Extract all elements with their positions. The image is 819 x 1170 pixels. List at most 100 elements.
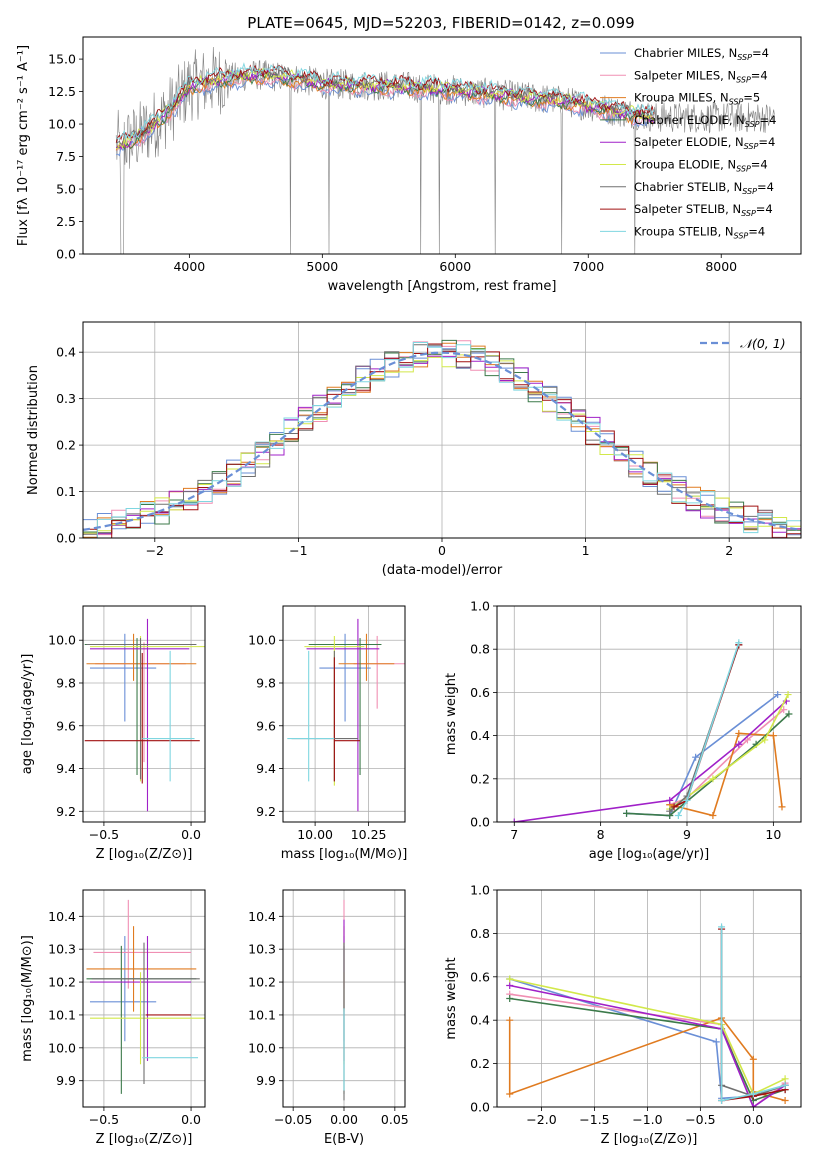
weight-vs-age-marker-0-2 xyxy=(692,753,700,761)
spectrum-xtick-label-3: 7000 xyxy=(572,259,604,274)
spectrum-model-salpeter-stelib xyxy=(115,64,655,143)
mass-vs-Z-ytick-label-2: 10.1 xyxy=(48,1007,76,1022)
weight-vs-age-xtick-label-3: 10 xyxy=(765,827,781,842)
weight-vs-age-marker-1-2 xyxy=(743,736,751,744)
weight-vs-Z-line-kroupa-elodie xyxy=(509,978,786,1096)
spectrum-legend-sub-2: SSP xyxy=(729,98,744,107)
weight-vs-age-marker-4-1 xyxy=(666,796,674,804)
mass-vs-EBV-xtick-label-1: 0.00 xyxy=(330,1112,358,1127)
age-vs-Z-xtick-label-0: −0.5 xyxy=(89,827,119,842)
residuals-xtick-label-1: −1 xyxy=(289,543,307,558)
spectrum-legend-nprefix-8: , N xyxy=(718,224,734,238)
weight-vs-Z-marker-4-2 xyxy=(749,1103,757,1107)
weight-vs-Z-plot-area xyxy=(506,923,789,1107)
spectrum-xlabel: wavelength [Angstrom, rest frame] xyxy=(328,279,557,294)
spectrum-legend-sub-6: SSP xyxy=(742,187,757,196)
spectrum-legend-sub-5: SSP xyxy=(736,165,751,174)
age-vs-Z-axes: −0.5 0.0 9.2 9.4 9.6 9.8 10.0 Z [log₁₀(Z/Z⊙)] ag… xyxy=(20,606,205,862)
spectrum-legend-entry-1: Salpeter MILES, NSSP=4 xyxy=(634,68,768,84)
spectrum-legend-nssp-2: =5 xyxy=(743,91,760,105)
spectrum-legend-name-6: Chabrier STELIB xyxy=(634,180,726,194)
mass-vs-EBV-xtick-label-2: 0.05 xyxy=(381,1112,409,1127)
weight-vs-Z-marker-2-5 xyxy=(781,1096,789,1104)
mass-vs-Z-ytick-label-0: 9.9 xyxy=(56,1073,76,1088)
mass-vs-Z-point-chabrier-miles xyxy=(89,936,157,1042)
spectrum-model-kroupa-stelib xyxy=(115,62,655,140)
age-vs-mass-xtick-label-1: 10.25 xyxy=(351,827,387,842)
age-vs-Z-xtick-label-1: 0.0 xyxy=(181,827,201,842)
spectrum-legend-nprefix-6: , N xyxy=(726,180,742,194)
age-vs-Z-point-kroupa-stelib xyxy=(142,650,195,782)
weight-vs-Z-marker-2-1 xyxy=(506,1090,514,1098)
weight-vs-Z-xtick-label-2: −1.0 xyxy=(632,1112,662,1127)
weight-vs-Z-marker-2-0 xyxy=(506,1016,514,1024)
weight-vs-age-ytick-label-4: 0.8 xyxy=(470,642,490,657)
weight-vs-Z-axes: −2.0 −1.5 −1.0 −0.5 0.0 0.0 0.2 0.4 0.6 0.8 1.0 Z [… xyxy=(444,883,801,1147)
spectrum-legend-sub-0: SSP xyxy=(737,53,752,62)
weight-vs-Z-marker-8-1 xyxy=(718,1096,726,1104)
spectrum-data-line xyxy=(115,46,775,254)
spectrum-plot-area xyxy=(115,46,775,254)
spectrum-legend-name-2: Kroupa MILES xyxy=(634,91,713,105)
weight-vs-age-frame xyxy=(496,605,802,823)
spectrum-legend-nssp-7: =4 xyxy=(756,202,773,216)
weight-vs-Z-xtick-label-4: 0.0 xyxy=(743,1112,763,1127)
weight-vs-age-axes: 7 8 9 10 0.0 0.2 0.4 0.6 0.8 1.0 age [log₁₀(age/yr… xyxy=(444,599,801,862)
spectrum-legend-sub-8: SSP xyxy=(734,231,749,240)
mass-vs-EBV-ytick-label-5: 10.4 xyxy=(248,909,276,924)
age-vs-mass-xtick-label-0: 10.00 xyxy=(297,827,333,842)
spectrum-legend-entry-3: Chabrier ELODIE, NSSP=4 xyxy=(634,113,776,129)
weight-vs-age-marker-3-0 xyxy=(623,809,631,817)
mass-vs-Z-axes: −0.5 0.0 9.9 10.0 10.1 10.2 10.3 10.4 Z [log₁₀(Z… xyxy=(20,890,205,1147)
age-vs-mass-ytick-label-2: 9.6 xyxy=(256,718,276,733)
residuals-axes: −2 −1 0 1 2 0.0 0.1 0.2 0.3 0.4 (data-model)/error… xyxy=(26,322,801,578)
weight-vs-age-marker-0-3 xyxy=(774,691,782,699)
spectrum-legend-nprefix-5: , N xyxy=(720,158,736,172)
gaussian-curve xyxy=(83,351,801,531)
age-vs-Z-frame xyxy=(82,605,206,823)
weight-vs-Z-xlabel: Z [log₁₀(Z/Z⊙)] xyxy=(601,1132,698,1147)
mass-vs-Z-point-kroupa-miles xyxy=(86,926,197,1012)
weight-vs-Z-marker-2-3 xyxy=(749,1055,757,1063)
mass-vs-Z-ytick-label-3: 10.2 xyxy=(48,975,76,990)
age-vs-mass-point-chabrier-stelib xyxy=(291,650,358,782)
residuals-xtick-label-2: 0 xyxy=(438,543,446,558)
mass-vs-EBV-xtick-label-0: −0.05 xyxy=(274,1112,312,1127)
residual-legend-label: 𝒩(0, 1) xyxy=(740,336,786,351)
spectrum-legend-sub-4: SSP xyxy=(744,142,759,151)
spectrum-model-kroupa-miles xyxy=(115,71,655,151)
weight-vs-Z-line-salpeter-elodie xyxy=(509,984,786,1107)
weight-vs-age-ytick-label-2: 0.4 xyxy=(470,728,490,743)
residuals-frame xyxy=(82,321,802,539)
residuals-xtick-label-4: 2 xyxy=(725,543,733,558)
age-vs-mass-point-kroupa-miles xyxy=(338,633,395,681)
age-vs-Z-ytick-label-1: 9.4 xyxy=(56,761,76,776)
spectrum-legend-sub-7: SSP xyxy=(741,209,756,218)
weight-vs-Z-ytick-label-0: 0.0 xyxy=(470,1100,490,1115)
mass-vs-EBV-ytick-label-4: 10.3 xyxy=(248,942,276,957)
weight-vs-Z-marker-0-1 xyxy=(712,1038,720,1046)
weight-vs-Z-ytick-label-2: 0.4 xyxy=(470,1013,490,1028)
mass-vs-Z-point-kroupa-elodie xyxy=(89,972,205,1065)
age-vs-Z-point-chabrier-stelib xyxy=(86,638,197,780)
spectrum-legend-nssp-3: =4 xyxy=(760,113,777,127)
spectrum-legend-name-7: Salpeter STELIB xyxy=(634,202,725,216)
age-vs-Z-xlabel: Z [log₁₀(Z/Z⊙)] xyxy=(96,847,193,862)
spectrum-legend-nssp-4: =4 xyxy=(758,135,775,149)
spectrum-legend-nprefix-7: , N xyxy=(725,202,741,216)
age-vs-Z-ytick-label-0: 9.2 xyxy=(56,804,76,819)
weight-vs-Z-marker-8-3 xyxy=(781,1081,789,1089)
weight-vs-age-ylabel: mass weight xyxy=(444,673,459,755)
weight-vs-Z-line-chabrier-elodie xyxy=(509,997,786,1102)
spectrum-legend-entry-2: Kroupa MILES, NSSP=5 xyxy=(634,91,760,107)
age-vs-Z-plot-area xyxy=(84,618,205,812)
residuals-xtick-label-3: 1 xyxy=(582,543,590,558)
residual-hist-kroupa-stelib xyxy=(83,342,801,538)
weight-vs-Z-frame xyxy=(496,889,802,1108)
spectrum-ytick-label-2: 5.0 xyxy=(56,182,76,197)
weight-vs-Z-marker-3-0 xyxy=(506,995,514,1002)
residuals-xtick-label-0: −2 xyxy=(146,543,164,558)
weight-vs-age-marker-4-0 xyxy=(510,818,518,822)
weight-vs-age-marker-7-0 xyxy=(670,803,678,811)
spectrum-legend-nprefix-3: , N xyxy=(729,113,745,127)
